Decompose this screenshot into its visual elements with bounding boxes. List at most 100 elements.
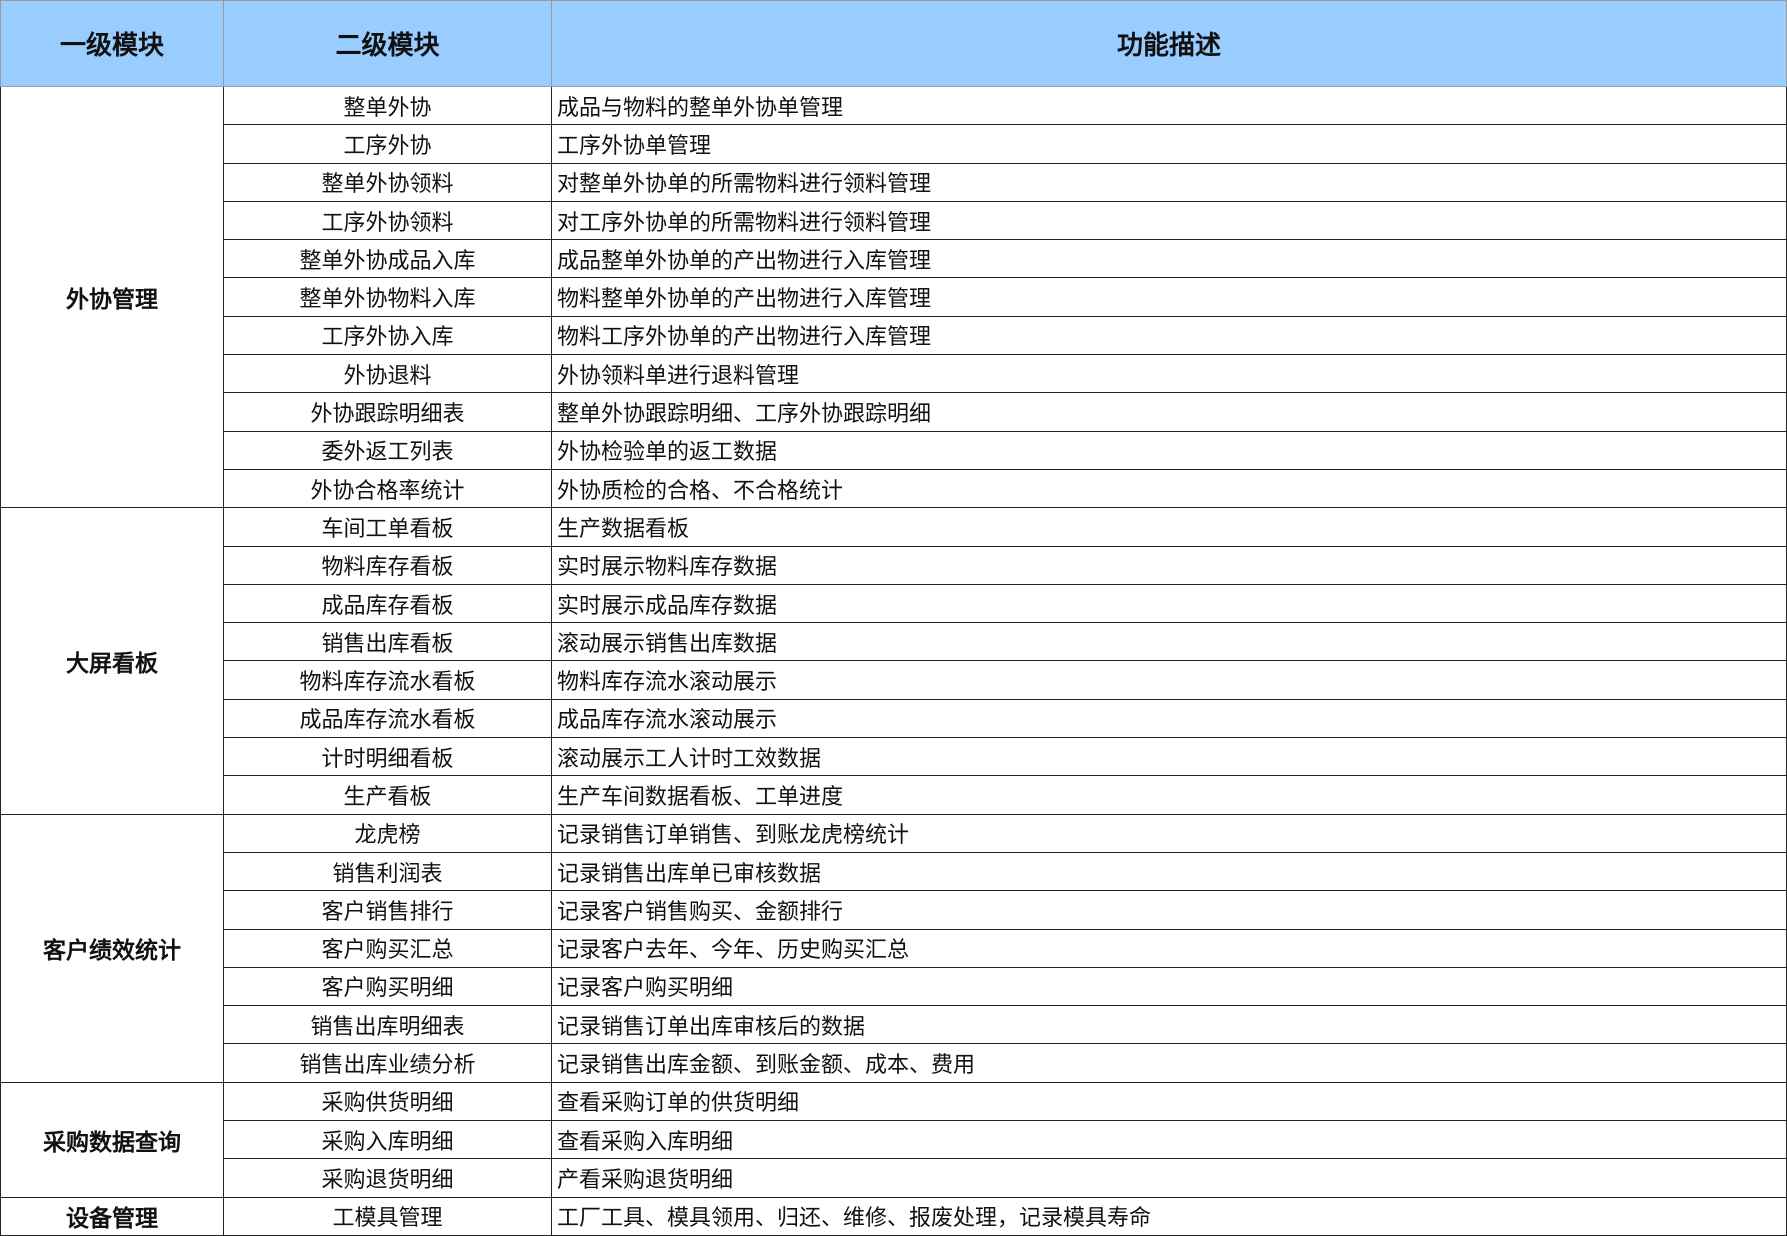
function-description: 查看采购订单的供货明细 bbox=[551, 1081, 1787, 1122]
function-description: 记录销售订单出库审核后的数据 bbox=[551, 1005, 1787, 1045]
level2-module: 整单外协成品入库 bbox=[223, 239, 552, 279]
function-description: 成品与物料的整单外协单管理 bbox=[551, 85, 1787, 126]
function-description: 滚动展示工人计时工效数据 bbox=[551, 737, 1787, 777]
level2-module: 工模具管理 bbox=[223, 1196, 552, 1236]
function-description: 实时展示成品库存数据 bbox=[551, 583, 1787, 624]
function-description: 物料库存流水滚动展示 bbox=[551, 660, 1787, 700]
header-row: 一级模块 二级模块 功能描述 bbox=[0, 0, 1787, 87]
table-row: 采购数据查询 采购供货明细 查看采购订单的供货明细 bbox=[0, 1081, 1787, 1198]
table-row: 工序外协 工序外协单管理 bbox=[1, 124, 1787, 164]
table-row: 销售出库业绩分析 记录销售出库金额、到账金额、成本、费用 bbox=[1, 1043, 1787, 1083]
table-row: 物料库存流水看板 物料库存流水滚动展示 bbox=[1, 660, 1787, 700]
level2-module: 工序外协领料 bbox=[223, 200, 552, 241]
level2-module: 物料库存流水看板 bbox=[223, 660, 552, 700]
function-description: 外协领料单进行退料管理 bbox=[551, 354, 1787, 394]
table-row: 大屏看板 车间工单看板 生产数据看板 bbox=[0, 507, 1787, 815]
function-description: 实时展示物料库存数据 bbox=[551, 545, 1787, 585]
function-description: 整单外协跟踪明细、工序外协跟踪明细 bbox=[551, 392, 1787, 432]
table-row: 工序外协领料 对工序外协单的所需物料进行领料管理 bbox=[1, 200, 1787, 241]
level2-module: 销售出库明细表 bbox=[223, 1005, 552, 1045]
function-description: 记录客户购买明细 bbox=[551, 966, 1787, 1007]
level1-module: 采购数据查询 bbox=[0, 1081, 224, 1198]
table-row: 成品库存看板 实时展示成品库存数据 bbox=[1, 583, 1787, 624]
table-row: 采购入库明细 查看采购入库明细 bbox=[1, 1120, 1787, 1160]
level2-module: 成品库存流水看板 bbox=[223, 698, 552, 739]
function-description: 查看采购入库明细 bbox=[551, 1120, 1787, 1160]
function-description: 工序外协单管理 bbox=[551, 124, 1787, 164]
table-row: 客户绩效统计 龙虎榜 记录销售订单销售、到账龙虎榜统计 bbox=[0, 813, 1787, 1083]
table-row: 外协退料 外协领料单进行退料管理 bbox=[1, 354, 1787, 394]
function-description: 产看采购退货明细 bbox=[551, 1158, 1787, 1198]
function-description: 成品库存流水滚动展示 bbox=[551, 698, 1787, 739]
level1-module: 大屏看板 bbox=[0, 507, 224, 815]
level2-module: 客户购买汇总 bbox=[223, 928, 552, 968]
level2-module: 龙虎榜 bbox=[223, 813, 552, 853]
level1-module: 客户绩效统计 bbox=[0, 813, 224, 1083]
level1-module: 设备管理 bbox=[0, 1196, 224, 1236]
level2-module: 整单外协物料入库 bbox=[223, 277, 552, 317]
table-row: 成品库存流水看板 成品库存流水滚动展示 bbox=[1, 698, 1787, 739]
level2-module: 整单外协 bbox=[223, 85, 552, 126]
level2-module: 整单外协领料 bbox=[223, 162, 552, 202]
function-description: 生产车间数据看板、工单进度 bbox=[551, 775, 1787, 815]
table-row: 计时明细看板 滚动展示工人计时工效数据 bbox=[1, 737, 1787, 777]
header-desc: 功能描述 bbox=[551, 0, 1787, 87]
level2-module: 外协退料 bbox=[223, 354, 552, 394]
level2-module: 销售出库业绩分析 bbox=[223, 1043, 552, 1083]
level2-module: 采购供货明细 bbox=[223, 1081, 552, 1122]
level2-module: 销售出库看板 bbox=[223, 622, 552, 662]
function-description: 物料工序外协单的产出物进行入库管理 bbox=[551, 315, 1787, 356]
table-row: 外协跟踪明细表 整单外协跟踪明细、工序外协跟踪明细 bbox=[1, 392, 1787, 432]
function-description: 滚动展示销售出库数据 bbox=[551, 622, 1787, 662]
header-level2: 二级模块 bbox=[223, 0, 552, 87]
level2-module: 委外返工列表 bbox=[223, 430, 552, 470]
function-description: 对整单外协单的所需物料进行领料管理 bbox=[551, 162, 1787, 202]
table-row: 客户购买明细 记录客户购买明细 bbox=[1, 966, 1787, 1007]
table-row: 销售出库明细表 记录销售订单出库审核后的数据 bbox=[1, 1005, 1787, 1045]
table-row: 客户销售排行 记录客户销售购买、金额排行 bbox=[1, 890, 1787, 930]
table-row: 物料库存看板 实时展示物料库存数据 bbox=[1, 545, 1787, 585]
table-row: 整单外协领料 对整单外协单的所需物料进行领料管理 bbox=[1, 162, 1787, 202]
table-row: 工序外协入库 物料工序外协单的产出物进行入库管理 bbox=[1, 315, 1787, 356]
function-description: 外协质检的合格、不合格统计 bbox=[551, 468, 1787, 509]
function-description: 记录销售订单销售、到账龙虎榜统计 bbox=[551, 813, 1787, 853]
table-row: 整单外协物料入库 物料整单外协单的产出物进行入库管理 bbox=[1, 277, 1787, 317]
function-description: 记录客户去年、今年、历史购买汇总 bbox=[551, 928, 1787, 968]
table-row: 外协管理 整单外协 成品与物料的整单外协单管理 bbox=[0, 85, 1787, 509]
function-description: 物料整单外协单的产出物进行入库管理 bbox=[551, 277, 1787, 317]
level1-module: 外协管理 bbox=[0, 85, 224, 509]
level2-module: 外协跟踪明细表 bbox=[223, 392, 552, 432]
function-description: 记录销售出库单已审核数据 bbox=[551, 851, 1787, 892]
table-row: 外协合格率统计 外协质检的合格、不合格统计 bbox=[1, 468, 1787, 509]
level2-module: 车间工单看板 bbox=[223, 507, 552, 547]
table-row: 设备管理 工模具管理 工厂工具、模具领用、归还、维修、报废处理，记录模具寿命 bbox=[0, 1196, 1787, 1236]
level2-module: 物料库存看板 bbox=[223, 545, 552, 585]
function-description: 工厂工具、模具领用、归还、维修、报废处理，记录模具寿命 bbox=[551, 1196, 1787, 1236]
function-description: 对工序外协单的所需物料进行领料管理 bbox=[551, 200, 1787, 241]
level2-module: 生产看板 bbox=[223, 775, 552, 815]
level2-module: 外协合格率统计 bbox=[223, 468, 552, 509]
level2-module: 客户购买明细 bbox=[223, 966, 552, 1007]
function-description: 生产数据看板 bbox=[551, 507, 1787, 547]
header-level1: 一级模块 bbox=[0, 0, 224, 87]
function-description: 成品整单外协单的产出物进行入库管理 bbox=[551, 239, 1787, 279]
level2-module: 采购退货明细 bbox=[223, 1158, 552, 1198]
table-row: 整单外协成品入库 成品整单外协单的产出物进行入库管理 bbox=[1, 239, 1787, 279]
level2-module: 采购入库明细 bbox=[223, 1120, 552, 1160]
function-description: 记录销售出库金额、到账金额、成本、费用 bbox=[551, 1043, 1787, 1083]
level2-module: 成品库存看板 bbox=[223, 583, 552, 624]
function-description: 外协检验单的返工数据 bbox=[551, 430, 1787, 470]
table-row: 销售出库看板 滚动展示销售出库数据 bbox=[1, 622, 1787, 662]
table-row: 采购退货明细 产看采购退货明细 bbox=[1, 1158, 1787, 1198]
level2-module: 工序外协 bbox=[223, 124, 552, 164]
function-description: 记录客户销售购买、金额排行 bbox=[551, 890, 1787, 930]
level2-module: 计时明细看板 bbox=[223, 737, 552, 777]
level2-module: 销售利润表 bbox=[223, 851, 552, 892]
level2-module: 工序外协入库 bbox=[223, 315, 552, 356]
level2-module: 客户销售排行 bbox=[223, 890, 552, 930]
table-row: 委外返工列表 外协检验单的返工数据 bbox=[1, 430, 1787, 470]
table-row: 客户购买汇总 记录客户去年、今年、历史购买汇总 bbox=[1, 928, 1787, 968]
table-row: 生产看板 生产车间数据看板、工单进度 bbox=[1, 775, 1787, 815]
table-row: 销售利润表 记录销售出库单已审核数据 bbox=[1, 851, 1787, 892]
